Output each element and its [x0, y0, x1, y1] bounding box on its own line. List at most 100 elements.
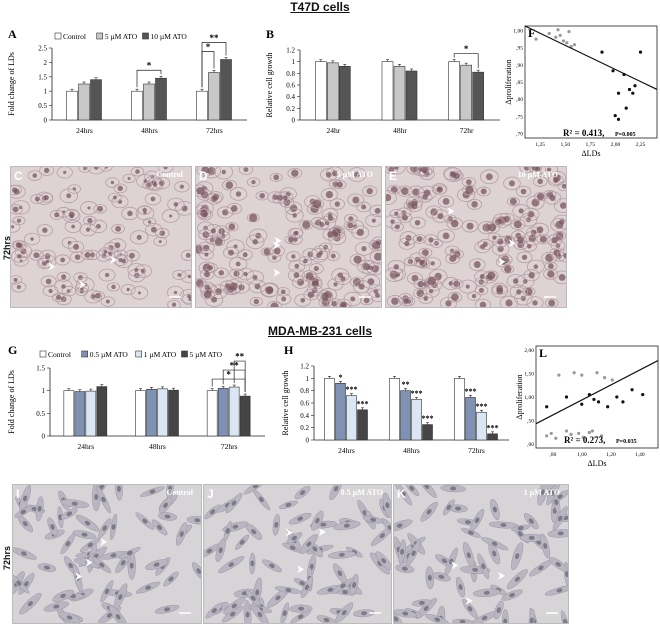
cell: [387, 259, 406, 274]
cell-nucleus: [85, 227, 91, 232]
cell: [352, 280, 371, 294]
cell: [90, 290, 105, 301]
cell-nucleus: [437, 213, 444, 220]
cell-nucleus: [537, 178, 543, 185]
cell: [143, 217, 157, 227]
cell: [11, 204, 23, 215]
cell-nucleus: [23, 581, 29, 587]
cell: [130, 167, 145, 177]
cell-nucleus: [557, 515, 563, 522]
bar-g: [135, 390, 146, 437]
cell-nucleus: [504, 265, 512, 273]
cell-nucleus: [375, 292, 380, 298]
cell-nucleus: [104, 588, 110, 595]
cell: [260, 283, 279, 298]
bar-a: [196, 90, 208, 121]
cell-nucleus: [225, 181, 234, 189]
cell-nucleus: [450, 171, 457, 178]
cell-nucleus: [401, 566, 408, 571]
cell-nucleus: [532, 300, 538, 306]
cell-nucleus: [367, 265, 373, 271]
cell: [83, 215, 97, 226]
bar-a: [155, 77, 167, 121]
cell-nucleus: [515, 553, 520, 560]
cell: [238, 167, 254, 175]
cell: [331, 268, 350, 283]
cell-nucleus: [508, 180, 515, 187]
bar-g: [85, 390, 97, 437]
cell-nucleus: [214, 237, 223, 246]
cell-nucleus: [319, 221, 325, 227]
data-point-grey: [545, 434, 549, 438]
cell-nucleus: [488, 223, 497, 232]
arrow-marker: [447, 207, 455, 216]
cell-nucleus: [285, 502, 292, 507]
cell-nucleus: [337, 570, 343, 577]
cell-nucleus: [245, 611, 250, 618]
cell: [531, 222, 549, 237]
cell: [196, 208, 212, 219]
y-tick-label: 0.5: [38, 102, 47, 110]
y-tick-label: 0.2: [300, 424, 309, 432]
x-tick-label: ,80: [549, 452, 556, 458]
cell-nucleus: [313, 199, 322, 209]
cell: [130, 230, 149, 245]
cell-nucleus: [423, 296, 429, 301]
cell: [350, 277, 364, 287]
legend-entry: 1 µM ATO: [144, 350, 177, 359]
cell-nucleus: [400, 548, 405, 555]
cell: [333, 180, 347, 190]
cell: [130, 286, 149, 300]
cell-nucleus: [61, 274, 67, 280]
cell: [320, 168, 338, 182]
cell-nucleus: [61, 284, 66, 289]
cell: [544, 261, 558, 271]
cell-nucleus: [259, 192, 265, 199]
cell-nucleus: [494, 218, 502, 226]
y-tick-label: 0: [292, 117, 296, 125]
cell-nucleus: [553, 174, 561, 182]
cell-nucleus: [32, 173, 38, 178]
cell-nucleus: [110, 553, 117, 558]
data-point-black: [606, 405, 610, 409]
y-tick-label: 1,50: [524, 372, 534, 378]
cell: [12, 216, 26, 226]
data-point-black: [592, 397, 596, 402]
y-tick-label: 2,00: [524, 348, 534, 354]
significance-bracket: [233, 360, 246, 393]
cell: [100, 296, 116, 307]
cell-nucleus: [44, 253, 51, 259]
cell-nucleus: [33, 252, 40, 259]
cell: [78, 167, 92, 173]
cell-nucleus: [430, 261, 435, 266]
cell-nucleus: [294, 230, 299, 235]
cell: [365, 214, 381, 228]
cell-nucleus: [11, 187, 18, 193]
cell-nucleus: [179, 531, 184, 537]
cell-nucleus: [528, 518, 534, 524]
cell-nucleus: [224, 283, 231, 289]
cell: [245, 270, 264, 285]
data-point-grey: [558, 33, 562, 37]
x-tick-label: 72hr: [460, 126, 474, 135]
x-tick-label: 1,00: [577, 452, 587, 458]
cell-nucleus: [471, 293, 477, 299]
data-point-grey: [569, 432, 573, 436]
cell-nucleus: [367, 278, 375, 286]
cell: [357, 259, 376, 274]
fit-line: [524, 25, 658, 91]
cell-nucleus: [327, 587, 334, 592]
x-tick-label: 24hrs: [338, 446, 355, 455]
cell: [425, 205, 443, 219]
x-tick-label: 48hr: [393, 126, 407, 135]
cell: [249, 296, 263, 307]
cell-nucleus: [221, 169, 227, 175]
cell-nucleus: [531, 167, 539, 171]
cell-nucleus: [342, 590, 349, 595]
cell: [56, 167, 73, 179]
significance-label: *: [464, 44, 469, 54]
cell-nucleus: [291, 254, 296, 259]
cell-nucleus: [503, 618, 508, 623]
cell: [199, 269, 215, 280]
cell: [196, 167, 214, 177]
